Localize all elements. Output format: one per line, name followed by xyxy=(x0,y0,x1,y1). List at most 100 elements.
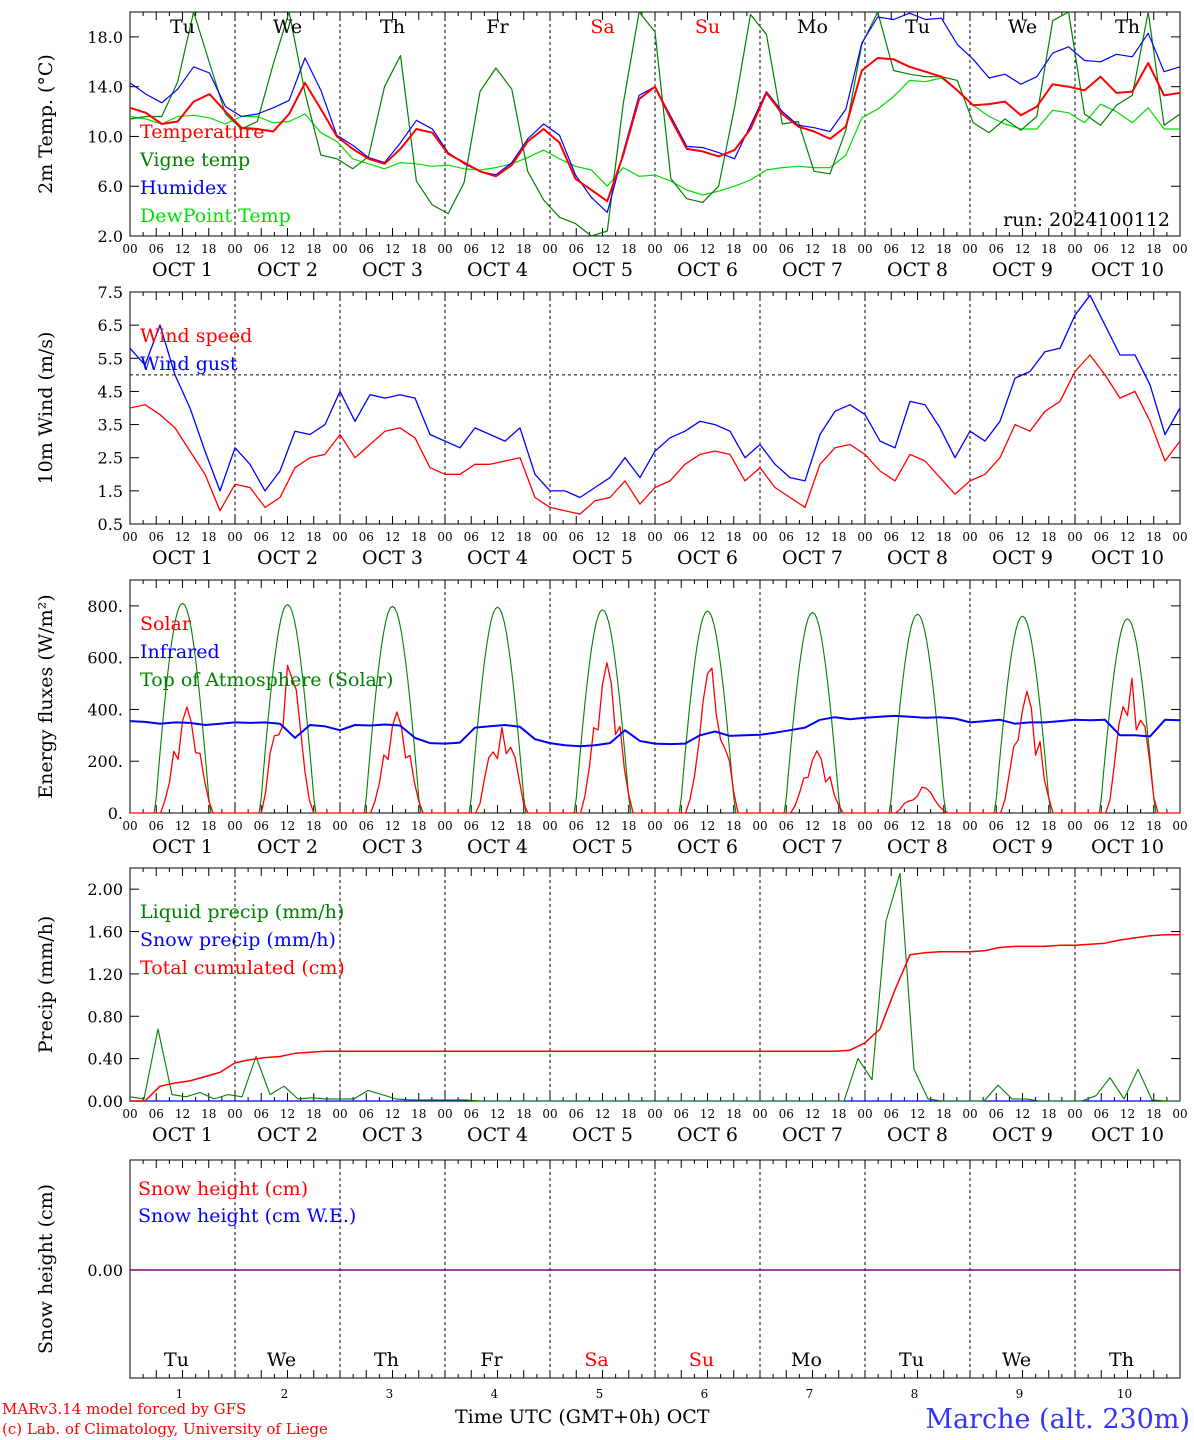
energy-hour-label: 12 xyxy=(910,819,925,833)
precip-hour-label: 06 xyxy=(884,1107,899,1121)
bottom-day-number: 8 xyxy=(911,1387,919,1401)
temp-date-label: OCT 10 xyxy=(1091,259,1164,281)
energy-hour-label: 00 xyxy=(1172,819,1187,833)
precip-hour-label: 00 xyxy=(647,1107,662,1121)
precip-y-tick-label: 1.20 xyxy=(87,965,123,984)
wind-y-tick-label: 1.5 xyxy=(98,482,123,501)
precip-hour-label: 18 xyxy=(306,1107,321,1121)
temp-date-label: OCT 8 xyxy=(887,259,948,281)
precip-hour-label: 18 xyxy=(726,1107,741,1121)
wind-hour-label: 12 xyxy=(280,530,295,544)
energy-hour-label: 00 xyxy=(752,819,767,833)
wind-hour-label: 18 xyxy=(516,530,531,544)
snow-day-name: Tu xyxy=(899,1349,924,1371)
temp-hour-label: 06 xyxy=(989,242,1004,256)
precip-hour-label: 00 xyxy=(437,1107,452,1121)
energy-date-label: OCT 2 xyxy=(257,836,318,858)
bottom-day-number: 9 xyxy=(1016,1387,1024,1401)
temp-date-label: OCT 7 xyxy=(782,259,843,281)
energy-date-label: OCT 7 xyxy=(782,836,843,858)
wind-hour-label: 06 xyxy=(884,530,899,544)
temp-hour-label: 00 xyxy=(752,242,767,256)
temp-hour-label: 18 xyxy=(831,242,846,256)
energy-y-tick-label: 0. xyxy=(108,804,123,823)
precip-hour-label: 18 xyxy=(621,1107,636,1121)
precip-legend-entry: Snow precip (mm/h) xyxy=(140,929,336,951)
x-axis-title: Time UTC (GMT+0h) OCT xyxy=(455,1406,710,1428)
temp-series-vigne-temp xyxy=(129,11,1181,237)
wind-date-label: OCT 2 xyxy=(257,547,318,569)
wind-date-label: OCT 8 xyxy=(887,547,948,569)
energy-y-tick-label: 400. xyxy=(87,700,123,719)
temp-date-label: OCT 4 xyxy=(467,259,528,281)
snow-day-name: Tu xyxy=(164,1349,189,1371)
energy-hour-label: 00 xyxy=(332,819,347,833)
wind-hour-label: 18 xyxy=(411,530,426,544)
wind-date-label: OCT 6 xyxy=(677,547,738,569)
precip-hour-label: 12 xyxy=(1015,1107,1030,1121)
precip-hour-label: 00 xyxy=(1067,1107,1082,1121)
wind-y-tick-label: 3.5 xyxy=(98,416,123,435)
temp-y-tick-label: 14.0 xyxy=(87,78,123,97)
precip-date-label: OCT 4 xyxy=(467,1124,528,1146)
temp-hour-label: 18 xyxy=(936,242,951,256)
precip-hour-label: 18 xyxy=(516,1107,531,1121)
wind-hour-label: 06 xyxy=(359,530,374,544)
wind-hour-label: 12 xyxy=(490,530,505,544)
energy-hour-label: 06 xyxy=(254,819,269,833)
temp-hour-label: 18 xyxy=(306,242,321,256)
temp-y-tick-label: 10.0 xyxy=(87,127,123,146)
precip-hour-label: 06 xyxy=(674,1107,689,1121)
temp-legend-entry: DewPoint Temp xyxy=(140,205,291,227)
energy-hour-label: 12 xyxy=(1120,819,1135,833)
temp-hour-label: 06 xyxy=(254,242,269,256)
temp-day-name: Mo xyxy=(797,16,828,38)
credit-line-2: (c) Lab. of Climatology, University of L… xyxy=(2,1420,328,1438)
wind-y-axis-title: 10m Wind (m/s) xyxy=(35,332,57,485)
energy-hour-label: 12 xyxy=(805,819,820,833)
temp-hour-label: 06 xyxy=(149,242,164,256)
wind-hour-label: 06 xyxy=(254,530,269,544)
wind-hour-label: 18 xyxy=(1146,530,1161,544)
energy-hour-label: 06 xyxy=(149,819,164,833)
snow-day-name: We xyxy=(1002,1349,1031,1371)
wind-hour-label: 12 xyxy=(1015,530,1030,544)
temp-hour-label: 12 xyxy=(490,242,505,256)
energy-y-tick-label: 200. xyxy=(87,752,123,771)
wind-y-tick-label: 7.5 xyxy=(98,283,123,302)
temp-hour-label: 12 xyxy=(175,242,190,256)
precip-date-label: OCT 9 xyxy=(992,1124,1053,1146)
wind-hour-label: 12 xyxy=(1120,530,1135,544)
energy-hour-label: 06 xyxy=(674,819,689,833)
wind-hour-label: 12 xyxy=(385,530,400,544)
wind-y-tick-label: 6.5 xyxy=(98,316,123,335)
temp-date-label: OCT 3 xyxy=(362,259,423,281)
energy-hour-label: 18 xyxy=(1146,819,1161,833)
temp-hour-label: 00 xyxy=(1067,242,1082,256)
wind-hour-label: 12 xyxy=(700,530,715,544)
energy-hour-label: 12 xyxy=(385,819,400,833)
wind-series-wind-gust xyxy=(129,294,1181,499)
temp-hour-label: 00 xyxy=(1172,242,1187,256)
energy-date-label: OCT 5 xyxy=(572,836,633,858)
energy-y-tick-label: 800. xyxy=(87,597,123,616)
temp-day-name: Su xyxy=(695,16,720,38)
bottom-day-number: 5 xyxy=(596,1387,604,1401)
precip-hour-label: 00 xyxy=(1172,1107,1187,1121)
run-annotation: run: 2024100112 xyxy=(1003,209,1170,231)
bottom-day-number: 7 xyxy=(806,1387,814,1401)
energy-date-label: OCT 1 xyxy=(152,836,213,858)
temp-hour-label: 00 xyxy=(227,242,242,256)
bottom-day-number: 1 xyxy=(176,1387,184,1401)
wind-hour-label: 06 xyxy=(674,530,689,544)
snow-day-name: Th xyxy=(1109,1349,1134,1371)
precip-hour-label: 18 xyxy=(936,1107,951,1121)
energy-y-tick-label: 600. xyxy=(87,649,123,668)
energy-hour-label: 06 xyxy=(359,819,374,833)
energy-date-label: OCT 9 xyxy=(992,836,1053,858)
wind-hour-label: 12 xyxy=(805,530,820,544)
precip-y-axis-title: Precip (mm/h) xyxy=(35,916,57,1054)
temp-plot-frame xyxy=(129,11,1181,237)
snow-day-name: Th xyxy=(374,1349,399,1371)
snow-day-name: Fr xyxy=(480,1349,503,1371)
